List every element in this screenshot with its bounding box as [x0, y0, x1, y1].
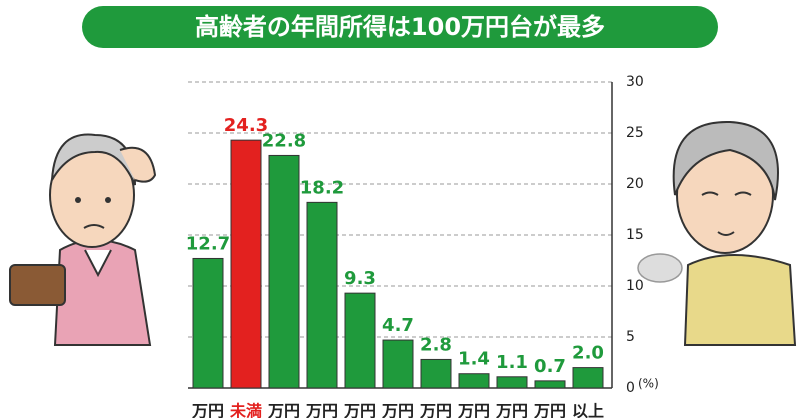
- x-tick-label: 万円: [343, 402, 376, 418]
- bar: [458, 373, 490, 389]
- value-label: 22.8: [262, 130, 306, 151]
- bar: [230, 139, 262, 389]
- value-label: 18.2: [300, 177, 344, 198]
- value-label: 24.3: [224, 115, 268, 136]
- x-tick-label: 万円: [419, 402, 452, 418]
- value-label: 2.8: [420, 334, 452, 355]
- value-label: 9.3: [344, 268, 376, 289]
- bar: [382, 339, 414, 389]
- bar: [496, 376, 528, 389]
- bar: [306, 201, 338, 389]
- bar: [534, 380, 566, 389]
- y-tick-label: 10: [626, 278, 644, 294]
- value-label: 2.0: [572, 343, 604, 364]
- bar: [572, 367, 604, 389]
- x-tick-label: 万円: [305, 402, 338, 418]
- old-woman-illustration: [637, 120, 797, 346]
- x-tick-label: 万円: [495, 402, 528, 418]
- x-tick-label: 万円: [457, 402, 490, 418]
- value-label: 1.4: [458, 349, 490, 370]
- x-tick-label: 万円: [533, 402, 566, 418]
- x-tick-label: 万円: [381, 402, 414, 418]
- y-tick-label: 5: [626, 329, 635, 345]
- y-tick-label: 15: [626, 227, 644, 243]
- bar: [344, 292, 376, 389]
- bar: [420, 358, 452, 389]
- value-label: 0.7: [534, 356, 566, 377]
- y-tick-label: 25: [626, 125, 644, 141]
- x-tick-label: 万円: [267, 402, 300, 418]
- y-tick-label: 20: [626, 176, 644, 192]
- value-label: 1.1: [496, 352, 528, 373]
- title-banner: [82, 6, 718, 48]
- value-label: 12.7: [186, 233, 230, 254]
- bar: [268, 154, 300, 389]
- y-tick-label: 30: [626, 74, 644, 90]
- y-unit: (%): [638, 377, 659, 391]
- y-tick-label: 0: [626, 380, 635, 396]
- value-label: 4.7: [382, 315, 414, 336]
- x-tick-label: 万円: [191, 402, 224, 418]
- plot-area: 0 5 10 15 20 25 30 (%) 万円 12.7 未満 24.3 万円 22.8 万円 18.2 万…: [186, 74, 659, 418]
- bar: [192, 257, 224, 389]
- x-tick-label: 以上: [572, 402, 604, 418]
- old-man-illustration: [9, 133, 157, 346]
- chart-title: 高齢者の年間所得は100万円台が最多: [195, 13, 605, 41]
- x-tick-label: 未満: [229, 402, 262, 418]
